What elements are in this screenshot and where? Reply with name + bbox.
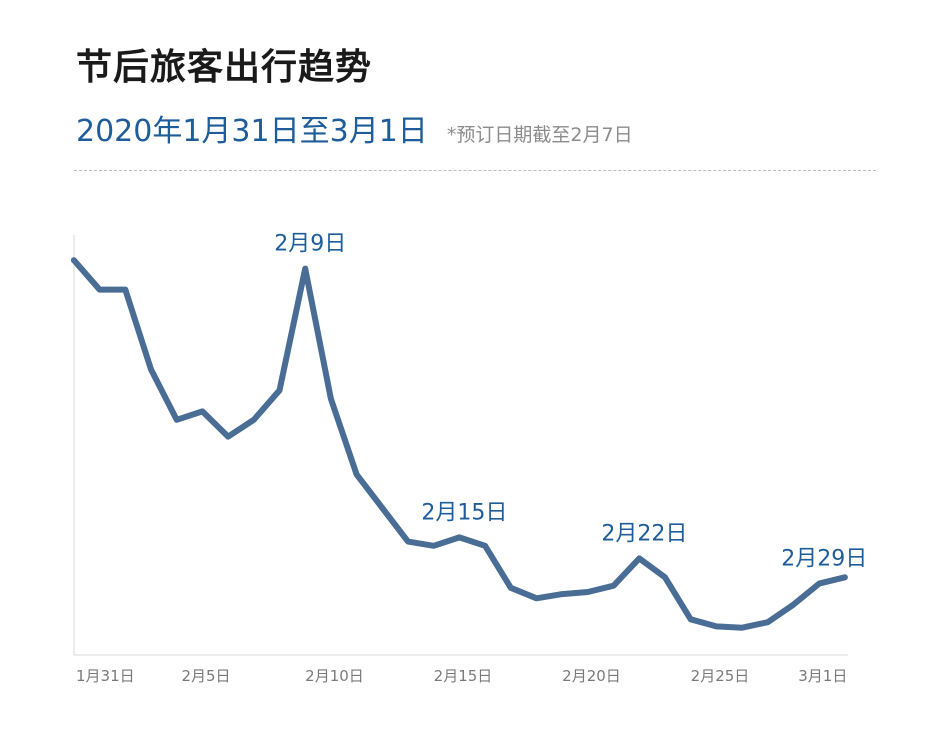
x-tick-label: 1月31日	[76, 667, 135, 685]
x-tick-label: 2月10日	[305, 667, 364, 685]
chart-axes	[73, 235, 848, 656]
x-tick-label: 3月1日	[798, 667, 847, 685]
x-tick-label: 2月15日	[434, 667, 493, 685]
x-tick-label: 2月25日	[691, 667, 750, 685]
series-line-0	[70, 257, 848, 631]
x-axis-ticks: 1月31日 2月5日 2月10日 2月15日 2月20日 2月25日 3月1日	[76, 667, 847, 685]
subtitle-row: 2020年1月31日至3月1日 *预订日期截至2月7日	[76, 106, 633, 150]
annotation-label: 2月29日	[781, 547, 867, 572]
divider	[74, 170, 876, 171]
x-tick-label: 2月20日	[562, 667, 621, 685]
chart-subtitle: 2020年1月31日至3月1日	[76, 114, 428, 149]
chart-series	[70, 257, 848, 631]
chart-annotations: 2月9日 2月15日 2月22日 2月29日	[274, 232, 867, 572]
page-title: 节后旅客出行趋势	[76, 47, 373, 88]
annotation-label: 2月22日	[601, 521, 687, 546]
x-tick-label: 2月5日	[181, 667, 230, 685]
annotation-label: 2月15日	[421, 500, 507, 525]
footnote: *预订日期截至2月7日	[446, 124, 633, 146]
annotation-label: 2月9日	[274, 232, 346, 257]
